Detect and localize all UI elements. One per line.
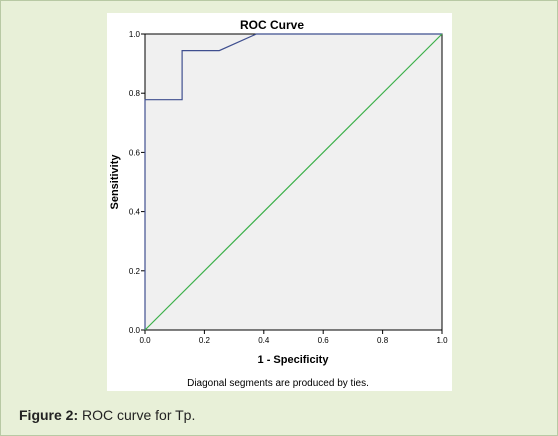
y-tick-label: 0.6 bbox=[129, 148, 141, 157]
y-tick-label: 0.8 bbox=[129, 89, 141, 98]
chart-title: ROC Curve bbox=[240, 18, 304, 32]
figure-caption: Figure 2: ROC curve for Tp. bbox=[19, 407, 195, 423]
y-tick-label: 0.4 bbox=[129, 208, 141, 217]
y-axis-label: Sensitivity bbox=[109, 154, 121, 210]
chart-footnote: Diagonal segments are produced by ties. bbox=[187, 378, 369, 389]
x-tick-label: 1.0 bbox=[436, 336, 448, 345]
figure-label: Figure 2: bbox=[19, 407, 79, 423]
y-tick-label: 0.0 bbox=[129, 326, 141, 335]
x-tick-label: 0.4 bbox=[258, 336, 270, 345]
x-tick-label: 0.2 bbox=[199, 336, 211, 345]
roc-chart: ROC Curve 0.0 0.2 0.4 0.6 0.8 1.0 0.0 0.2 0.4 0.6… bbox=[109, 18, 448, 389]
figure-caption-text: ROC curve for Tp. bbox=[78, 407, 196, 423]
y-tick-label: 0.2 bbox=[129, 267, 141, 276]
reference-diagonal-line bbox=[144, 33, 443, 331]
y-tick-label: 1.0 bbox=[129, 30, 141, 39]
x-axis-label: 1 - Specificity bbox=[258, 354, 330, 366]
x-tick-label: 0.8 bbox=[377, 336, 389, 345]
roc-curve-line bbox=[144, 33, 442, 330]
chart-panel: ROC Curve 0.0 0.2 0.4 0.6 0.8 1.0 0.0 0.2 0.4 0.6… bbox=[107, 13, 452, 391]
x-tick-label: 0.6 bbox=[318, 336, 330, 345]
x-tick-label: 0.0 bbox=[139, 336, 151, 345]
